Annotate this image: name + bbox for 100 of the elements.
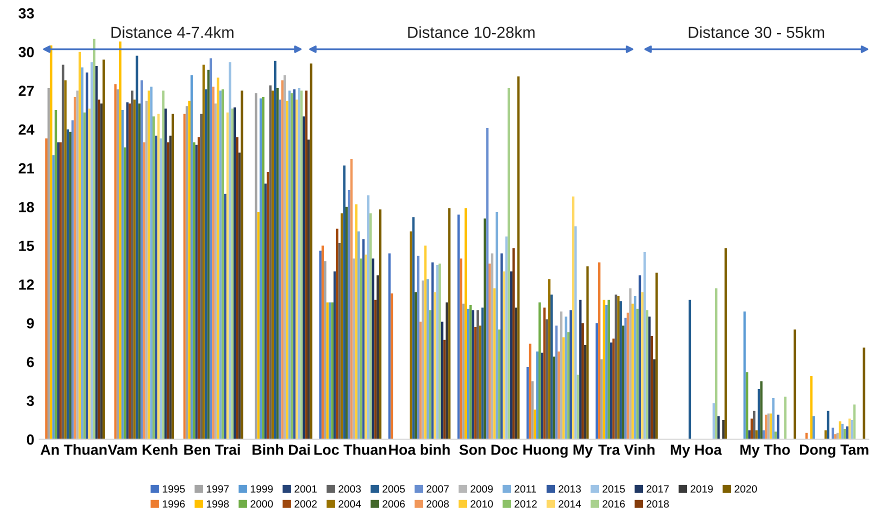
bar bbox=[54, 110, 58, 440]
bar bbox=[305, 90, 308, 440]
bar bbox=[414, 292, 418, 440]
legend-label: 2014 bbox=[558, 500, 581, 508]
bar bbox=[688, 300, 692, 440]
bar bbox=[348, 190, 350, 440]
bar bbox=[272, 90, 274, 440]
y-tick-label: 0 bbox=[26, 434, 34, 445]
bar bbox=[376, 275, 379, 440]
bar bbox=[148, 90, 150, 440]
bar bbox=[598, 262, 600, 440]
bar bbox=[364, 254, 368, 440]
bar bbox=[853, 404, 856, 440]
bar bbox=[641, 292, 644, 440]
bar bbox=[334, 271, 336, 440]
bar bbox=[274, 60, 276, 440]
bar bbox=[343, 165, 346, 440]
y-tick-label: 27 bbox=[18, 86, 34, 96]
y-tick-label: 6 bbox=[26, 356, 34, 368]
legend-label: 2018 bbox=[646, 500, 669, 508]
bar bbox=[428, 310, 432, 440]
y-tick-label: 3 bbox=[26, 396, 34, 406]
bar bbox=[219, 90, 222, 440]
bar bbox=[714, 288, 718, 440]
x-tick-label: Tra Vinh bbox=[598, 444, 654, 455]
bar bbox=[296, 100, 298, 440]
bar bbox=[302, 116, 306, 440]
bar bbox=[764, 414, 768, 440]
bar bbox=[352, 258, 356, 440]
legend-label: 2006 bbox=[382, 500, 405, 508]
annotation: Distance 30 - 55km bbox=[688, 26, 824, 38]
bar bbox=[838, 421, 842, 440]
bar bbox=[605, 304, 608, 440]
bar bbox=[379, 209, 382, 440]
bar bbox=[62, 64, 64, 440]
legend-label: 2011 bbox=[514, 485, 536, 493]
bar bbox=[226, 112, 229, 440]
bar bbox=[517, 76, 520, 440]
bar bbox=[476, 310, 479, 440]
bar bbox=[154, 136, 158, 440]
bar bbox=[130, 90, 134, 440]
bar bbox=[231, 108, 234, 440]
bar bbox=[834, 434, 836, 440]
bar bbox=[346, 206, 348, 440]
bar bbox=[426, 279, 429, 440]
bar bbox=[166, 142, 170, 440]
bar bbox=[526, 366, 529, 440]
bar bbox=[164, 108, 167, 440]
bar bbox=[128, 103, 131, 440]
bar bbox=[198, 137, 200, 440]
bar bbox=[844, 428, 846, 440]
bar bbox=[712, 403, 715, 440]
bar bbox=[160, 138, 162, 440]
legend-label: 1998 bbox=[206, 500, 229, 508]
bar bbox=[59, 142, 62, 440]
legend-label: 2017 bbox=[646, 485, 669, 493]
bar bbox=[150, 86, 153, 440]
y-tick-label: 21 bbox=[18, 163, 34, 174]
bar bbox=[512, 248, 515, 440]
bar bbox=[142, 142, 146, 440]
bar bbox=[629, 288, 632, 440]
bar bbox=[548, 279, 550, 440]
bar bbox=[558, 351, 560, 440]
bar bbox=[57, 142, 60, 440]
bar bbox=[222, 89, 224, 440]
bar bbox=[484, 218, 486, 440]
bar bbox=[172, 114, 174, 440]
bar bbox=[762, 430, 765, 440]
bar bbox=[212, 86, 214, 440]
bar bbox=[424, 246, 427, 440]
bar bbox=[102, 60, 105, 440]
bar bbox=[478, 326, 482, 440]
bar bbox=[204, 89, 208, 440]
bar bbox=[78, 52, 82, 440]
bar bbox=[750, 418, 754, 440]
bar bbox=[188, 100, 191, 440]
bar bbox=[446, 302, 448, 440]
y-tick-label: 15 bbox=[19, 240, 34, 251]
bar bbox=[440, 322, 444, 440]
bar bbox=[419, 322, 422, 440]
bar bbox=[812, 416, 815, 440]
y-tick-label: 18 bbox=[19, 202, 34, 212]
legend-label: 2007 bbox=[426, 485, 449, 493]
bar bbox=[546, 319, 548, 440]
bar bbox=[214, 103, 217, 440]
bar bbox=[116, 89, 120, 440]
bar bbox=[486, 128, 489, 440]
bar bbox=[584, 345, 586, 440]
bar bbox=[284, 75, 286, 440]
bar bbox=[286, 100, 288, 440]
bar bbox=[462, 304, 465, 440]
legend-label: 1995 bbox=[162, 485, 185, 493]
bar bbox=[238, 152, 241, 440]
bar bbox=[224, 194, 226, 440]
bar bbox=[490, 253, 494, 440]
bar bbox=[776, 414, 780, 440]
legend-label: 2001 bbox=[294, 485, 317, 493]
bar bbox=[579, 300, 582, 440]
legend-label: 2020 bbox=[734, 485, 757, 493]
bar bbox=[319, 250, 322, 440]
